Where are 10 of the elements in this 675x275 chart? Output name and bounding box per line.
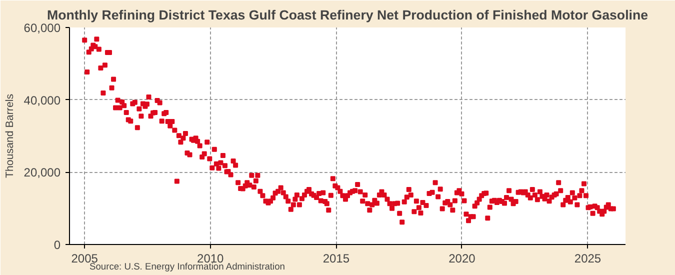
source-note: Source: U.S. Energy Information Administration xyxy=(90,262,285,272)
y-tick-label: 20,000 xyxy=(24,166,61,180)
y-axis-title: Thousand Barrels xyxy=(4,94,16,178)
y-tick-label: 40,000 xyxy=(24,93,61,108)
y-tick-label: 0 xyxy=(54,238,61,252)
x-tick-label: 2025 xyxy=(574,252,602,266)
x-tick-label: 2020 xyxy=(448,252,476,266)
y-tick-label: 60,000 xyxy=(24,21,61,35)
chart-title: Monthly Refining District Texas Gulf Coast Refinery Net Production of Finished Motor Gasoline xyxy=(46,8,648,22)
x-tick-label: 2015 xyxy=(322,252,350,266)
